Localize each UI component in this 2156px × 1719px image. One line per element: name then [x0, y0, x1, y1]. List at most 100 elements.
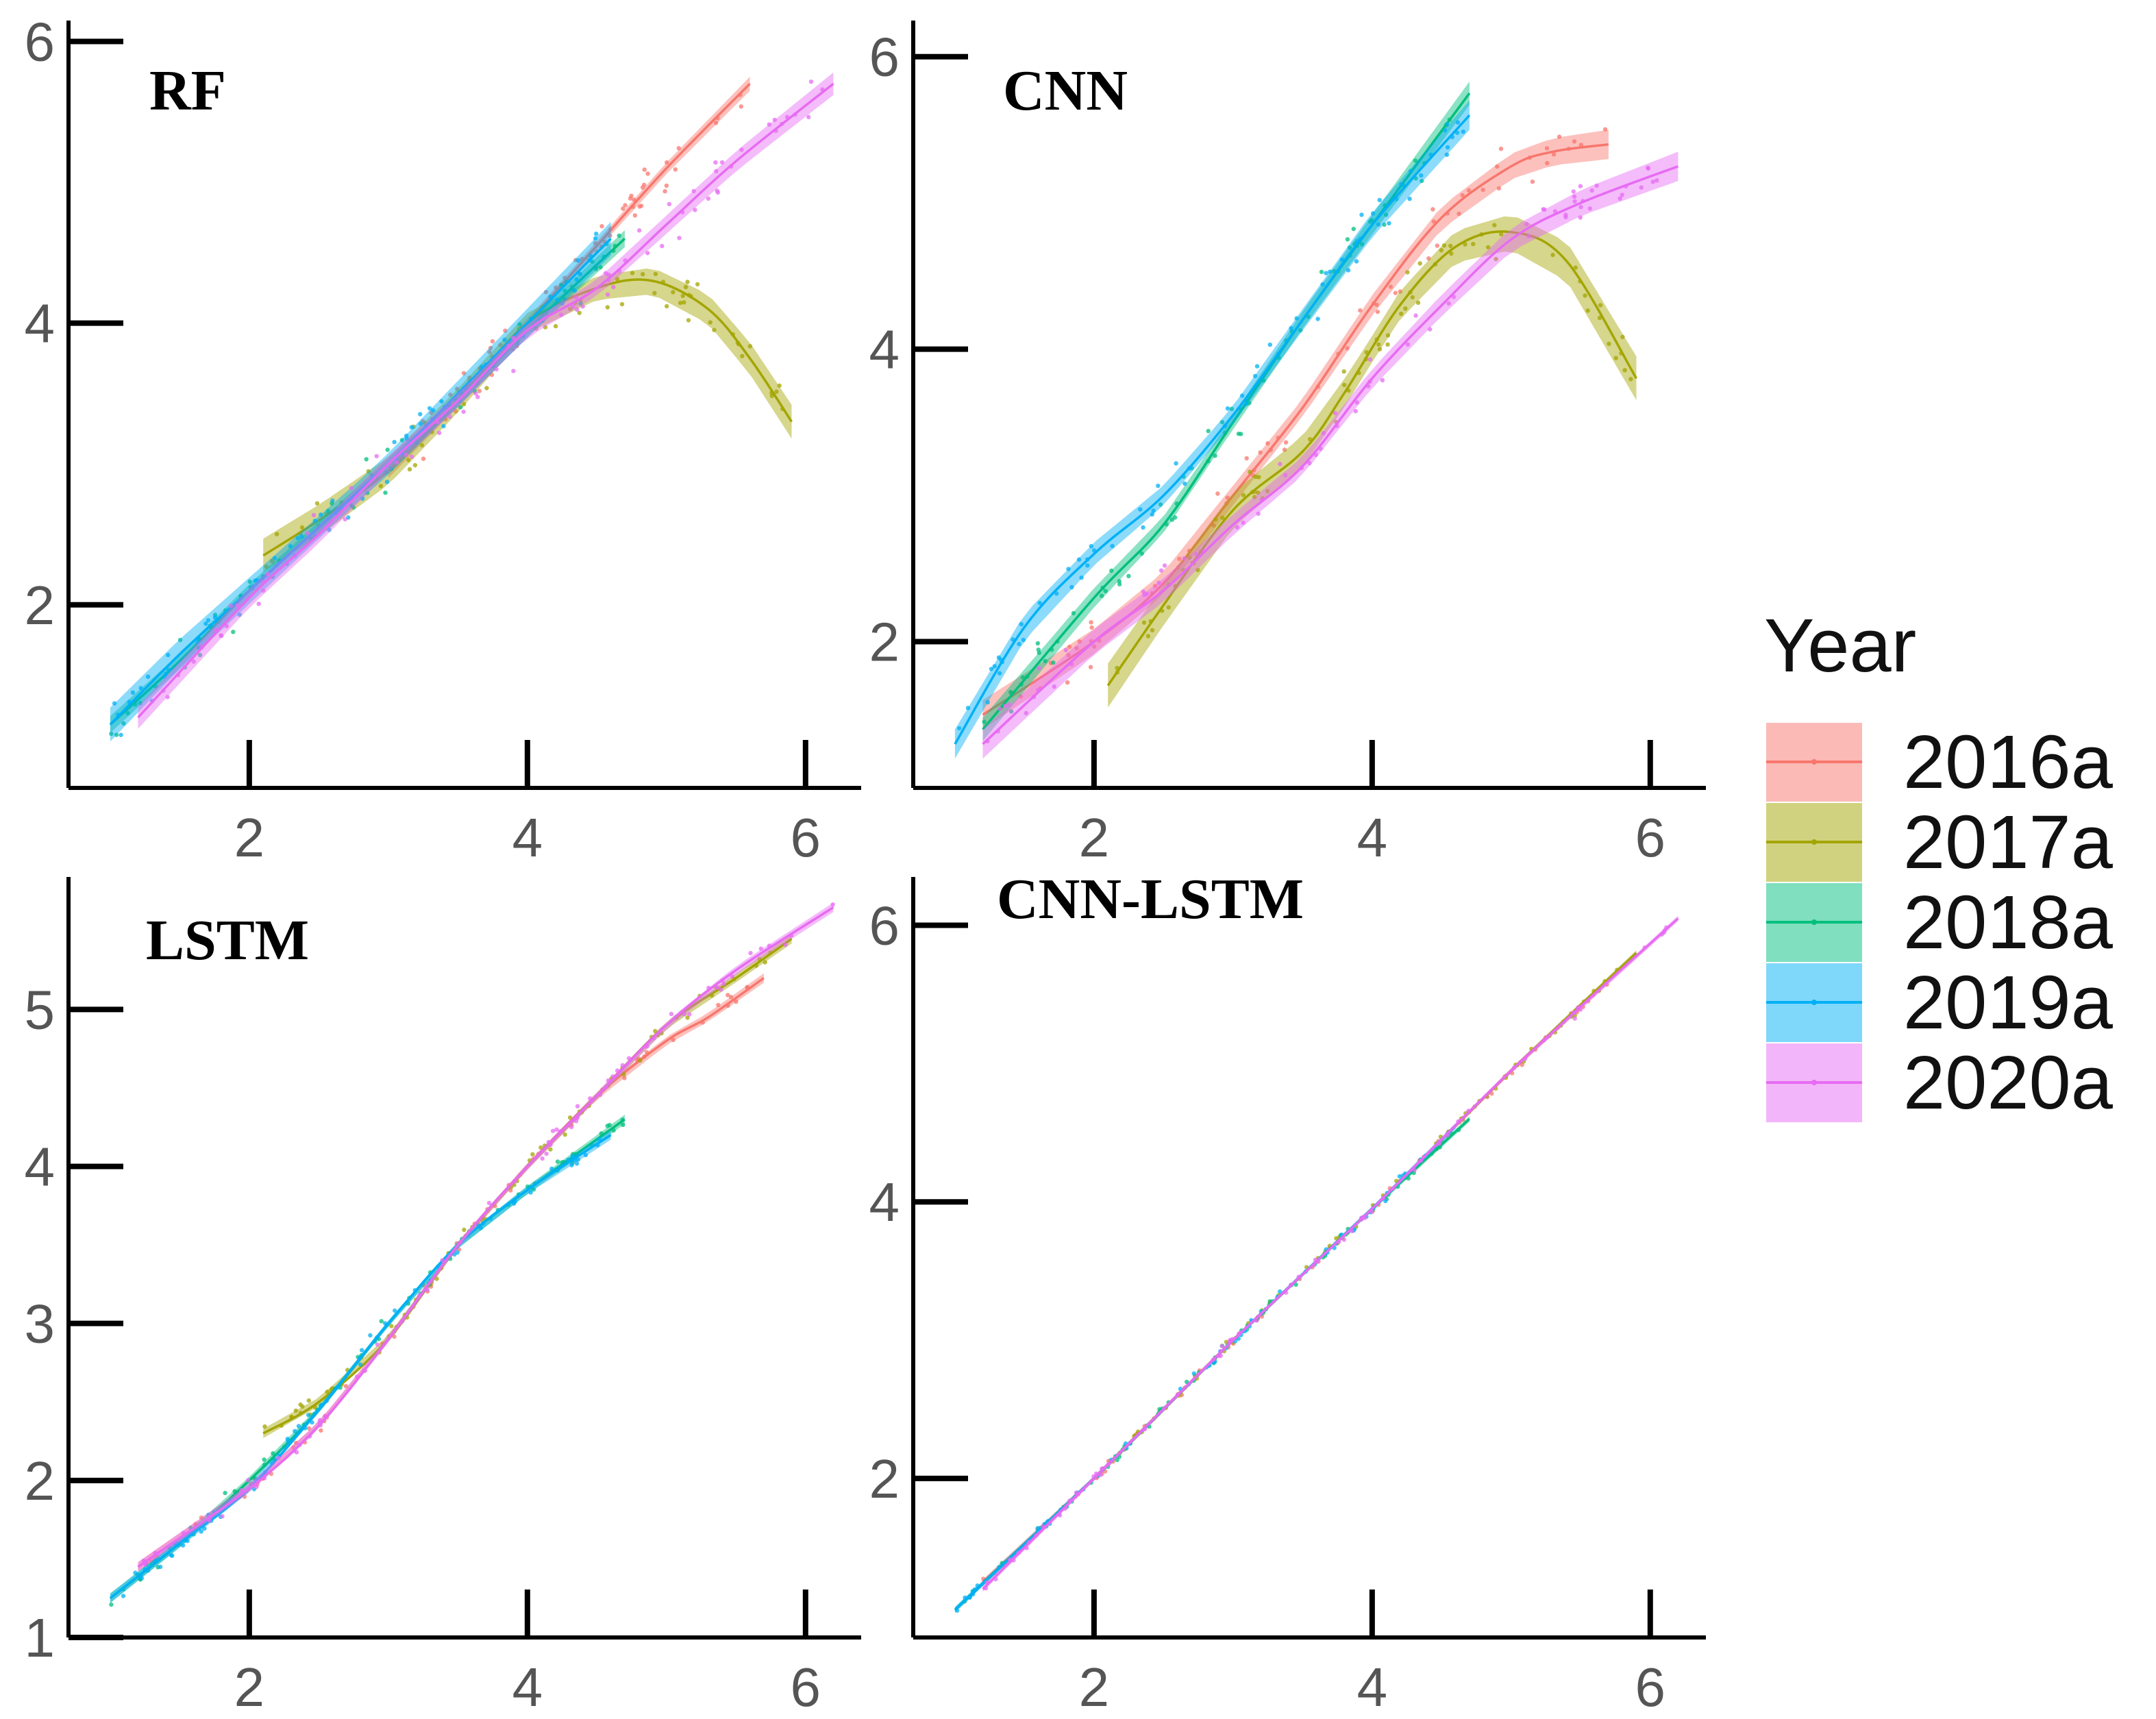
scatter-point: [1229, 406, 1235, 411]
scatter-point: [264, 564, 269, 569]
scatter-point: [1347, 245, 1352, 250]
scatter-point: [580, 304, 585, 309]
scatter-point: [1446, 301, 1451, 306]
scatter-point: [554, 1127, 559, 1132]
scatter-point: [484, 386, 489, 391]
scatter-point: [191, 659, 196, 664]
scatter-point: [399, 438, 405, 443]
fit-line: [982, 165, 1679, 745]
scatter-point: [239, 1488, 244, 1493]
scatter-point: [1328, 269, 1333, 274]
scatter-point: [621, 1072, 626, 1077]
scatter-point: [574, 277, 579, 282]
scatter-point: [1043, 658, 1048, 664]
scatter-point: [1376, 342, 1381, 347]
scatter-point: [1492, 223, 1497, 227]
scatter-point: [997, 671, 1002, 676]
scatter-point: [758, 946, 764, 951]
scatter-point: [1319, 269, 1324, 274]
scatter-point: [1597, 315, 1602, 321]
scatter-point: [652, 290, 657, 295]
y-tick-label: 1: [25, 1607, 55, 1668]
legend-item-2017a: 2017a: [1766, 800, 2114, 885]
scatter-point: [1646, 165, 1650, 171]
panel-cnn: CNN 2 4 6 2 4 6: [869, 21, 1706, 868]
scatter-point: [285, 1437, 290, 1442]
scatter-point: [1126, 573, 1131, 578]
scatter-point: [212, 615, 218, 620]
scatter-point: [139, 1576, 145, 1581]
scatter-point: [1077, 639, 1082, 644]
scatter-point: [560, 301, 565, 306]
scatter-point: [686, 318, 691, 323]
scatter-point: [486, 1200, 492, 1206]
scatter-point: [503, 328, 508, 333]
scatter-point: [404, 433, 409, 438]
scatter-point: [138, 700, 143, 706]
scatter-point: [1162, 563, 1167, 568]
plot-area: [954, 915, 1679, 1613]
scatter-point: [1489, 1091, 1494, 1096]
confidence-band: [138, 72, 834, 729]
scatter-point: [597, 1137, 602, 1141]
scatter-point: [553, 323, 558, 329]
scatter-point: [1399, 182, 1404, 187]
scatter-point: [294, 1450, 299, 1455]
scatter-point: [1219, 1344, 1224, 1348]
legend-item-2020a: 2020a: [1766, 1041, 2114, 1125]
scatter-point: [555, 297, 560, 302]
scatter-point: [1089, 544, 1094, 549]
scatter-point: [1494, 256, 1498, 262]
scatter-point: [1166, 605, 1171, 610]
scatter-point: [1099, 593, 1104, 598]
scatter-point: [502, 337, 507, 343]
series-2016a: [137, 973, 765, 1572]
scatter-point: [1526, 234, 1531, 238]
scatter-point: [1008, 709, 1014, 714]
scatter-point: [199, 1516, 204, 1520]
scatter-point: [653, 1028, 658, 1034]
scatter-point: [1354, 259, 1359, 264]
scatter-point: [615, 1068, 620, 1073]
scatter-point: [1174, 461, 1178, 466]
scatter-point: [293, 1408, 298, 1413]
scatter-point: [295, 536, 300, 541]
scatter-point: [608, 233, 612, 238]
scatter-point: [1219, 419, 1225, 425]
y-tick-label: 4: [869, 319, 900, 380]
scatter-point: [1252, 495, 1257, 499]
scatter-point: [1066, 567, 1071, 571]
scatter-point: [1141, 620, 1147, 625]
confidence-band: [138, 973, 764, 1572]
scatter-point: [1020, 675, 1026, 680]
plot-area: [109, 902, 835, 1607]
scatter-point: [349, 486, 354, 491]
scatter-point: [808, 79, 814, 84]
scatter-point: [1353, 408, 1359, 414]
scatter-point: [1351, 227, 1356, 232]
scatter-point: [293, 1429, 297, 1433]
scatter-point: [1455, 120, 1461, 125]
scatter-point: [1341, 369, 1346, 374]
scatter-point: [619, 301, 625, 307]
scatter-point: [621, 1122, 625, 1128]
scatter-point: [721, 982, 726, 987]
scatter-point: [1150, 512, 1155, 517]
scatter-point: [1346, 268, 1351, 273]
scatter-point: [1420, 178, 1424, 184]
scatter-point: [1383, 212, 1389, 217]
scatter-point: [1583, 293, 1587, 298]
fit-line: [109, 1134, 612, 1600]
x-tick-label: 6: [1635, 1657, 1666, 1718]
scatter-point: [621, 206, 625, 211]
scatter-point: [421, 456, 426, 461]
scatter-point: [706, 196, 711, 201]
scatter-point: [640, 185, 645, 190]
scatter-point: [254, 1485, 259, 1489]
scatter-point: [1067, 644, 1072, 650]
scatter-point: [448, 393, 453, 397]
scatter-point: [235, 603, 240, 608]
legend-label: 2017a: [1903, 800, 2114, 885]
scatter-point: [490, 339, 495, 344]
scatter-point: [1374, 302, 1379, 308]
